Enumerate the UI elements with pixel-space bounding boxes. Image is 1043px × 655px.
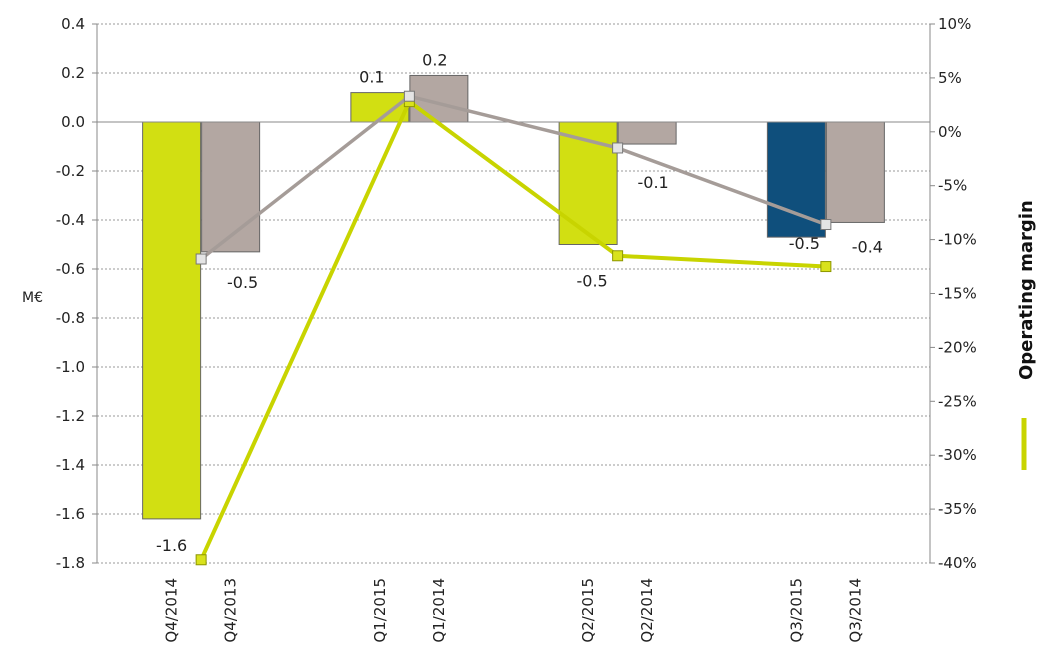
y-tick-label: -1.2 [56, 407, 85, 425]
margin-marker [195, 253, 207, 265]
axes: 0.4 0.2 0.0 -0.2 -0.4 -0.6 -0.8 -1.0 -1.2 -1.4 -1.… [56, 15, 977, 643]
y-axis-label: M€ [22, 290, 43, 306]
bar [766, 121, 826, 238]
x-category-label: Q1/2015 [371, 578, 389, 643]
margin-marker [820, 261, 832, 273]
y2-tick-label: -35% [938, 500, 977, 518]
y-tick-label: -1.6 [56, 505, 85, 523]
y-tick-label: -0.2 [56, 162, 85, 180]
margin-marker [403, 90, 415, 102]
y-tick-label: 0.0 [61, 113, 85, 131]
y-tick-label: -0.8 [56, 309, 85, 327]
y2-tick-label: -10% [938, 231, 977, 249]
y-tick-label: 0.4 [61, 15, 85, 33]
bar [201, 121, 261, 253]
y-tick-label: -0.6 [56, 260, 85, 278]
bars [142, 74, 885, 520]
margin-line [199, 98, 826, 561]
bar [825, 121, 885, 223]
data-label: -0.5 [789, 234, 820, 253]
margin-marker [195, 554, 207, 566]
data-label: -0.1 [638, 173, 669, 192]
legend-label: Operating margin [1016, 200, 1037, 380]
y2-tick-label: -5% [938, 177, 967, 195]
y2-tick-label: -25% [938, 392, 977, 410]
y2-tick-label: 0% [938, 123, 962, 141]
x-category-label: Q2/2014 [638, 578, 656, 643]
margin-line [200, 94, 827, 261]
data-label: -1.6 [156, 536, 187, 555]
y2-tick-label: 5% [938, 69, 962, 87]
x-category-label: Q4/2013 [222, 578, 240, 643]
data-label: -0.5 [577, 272, 608, 291]
y-tick-label: -1.8 [56, 554, 85, 572]
gridlines [97, 23, 930, 564]
data-labels: -1.6 -0.5 0.1 0.2 -0.5 -0.1 -0.5 -0.4 [156, 50, 883, 554]
x-category-label: Q3/2015 [787, 578, 805, 643]
x-category-label: Q2/2015 [579, 578, 597, 643]
legend: Operating margin [1016, 200, 1037, 470]
bar [617, 121, 677, 145]
margin-marker [820, 219, 832, 231]
y2-tick-label: -15% [938, 285, 977, 303]
margin-marker [612, 250, 624, 262]
y2-tick-label: -20% [938, 338, 977, 356]
y2-tick-label: 10% [938, 15, 971, 33]
y-tick-label: -1.4 [56, 456, 85, 474]
bar [142, 121, 202, 520]
y-tick-label: -0.4 [56, 211, 85, 229]
data-label: -0.4 [852, 237, 883, 256]
y-tick-label: -1.0 [56, 358, 85, 376]
data-label: -0.5 [227, 273, 258, 292]
data-label: 0.2 [422, 50, 447, 69]
data-label: 0.1 [359, 68, 384, 87]
x-category-label: Q4/2014 [163, 578, 181, 643]
x-category-label: Q3/2014 [846, 578, 864, 643]
y2-tick-label: -30% [938, 446, 977, 464]
y2-tick-label: -40% [938, 554, 977, 572]
y-tick-label: 0.2 [61, 64, 85, 82]
margin-lines [195, 90, 832, 566]
x-category-label: Q1/2014 [430, 578, 448, 643]
margin-marker [612, 142, 624, 154]
